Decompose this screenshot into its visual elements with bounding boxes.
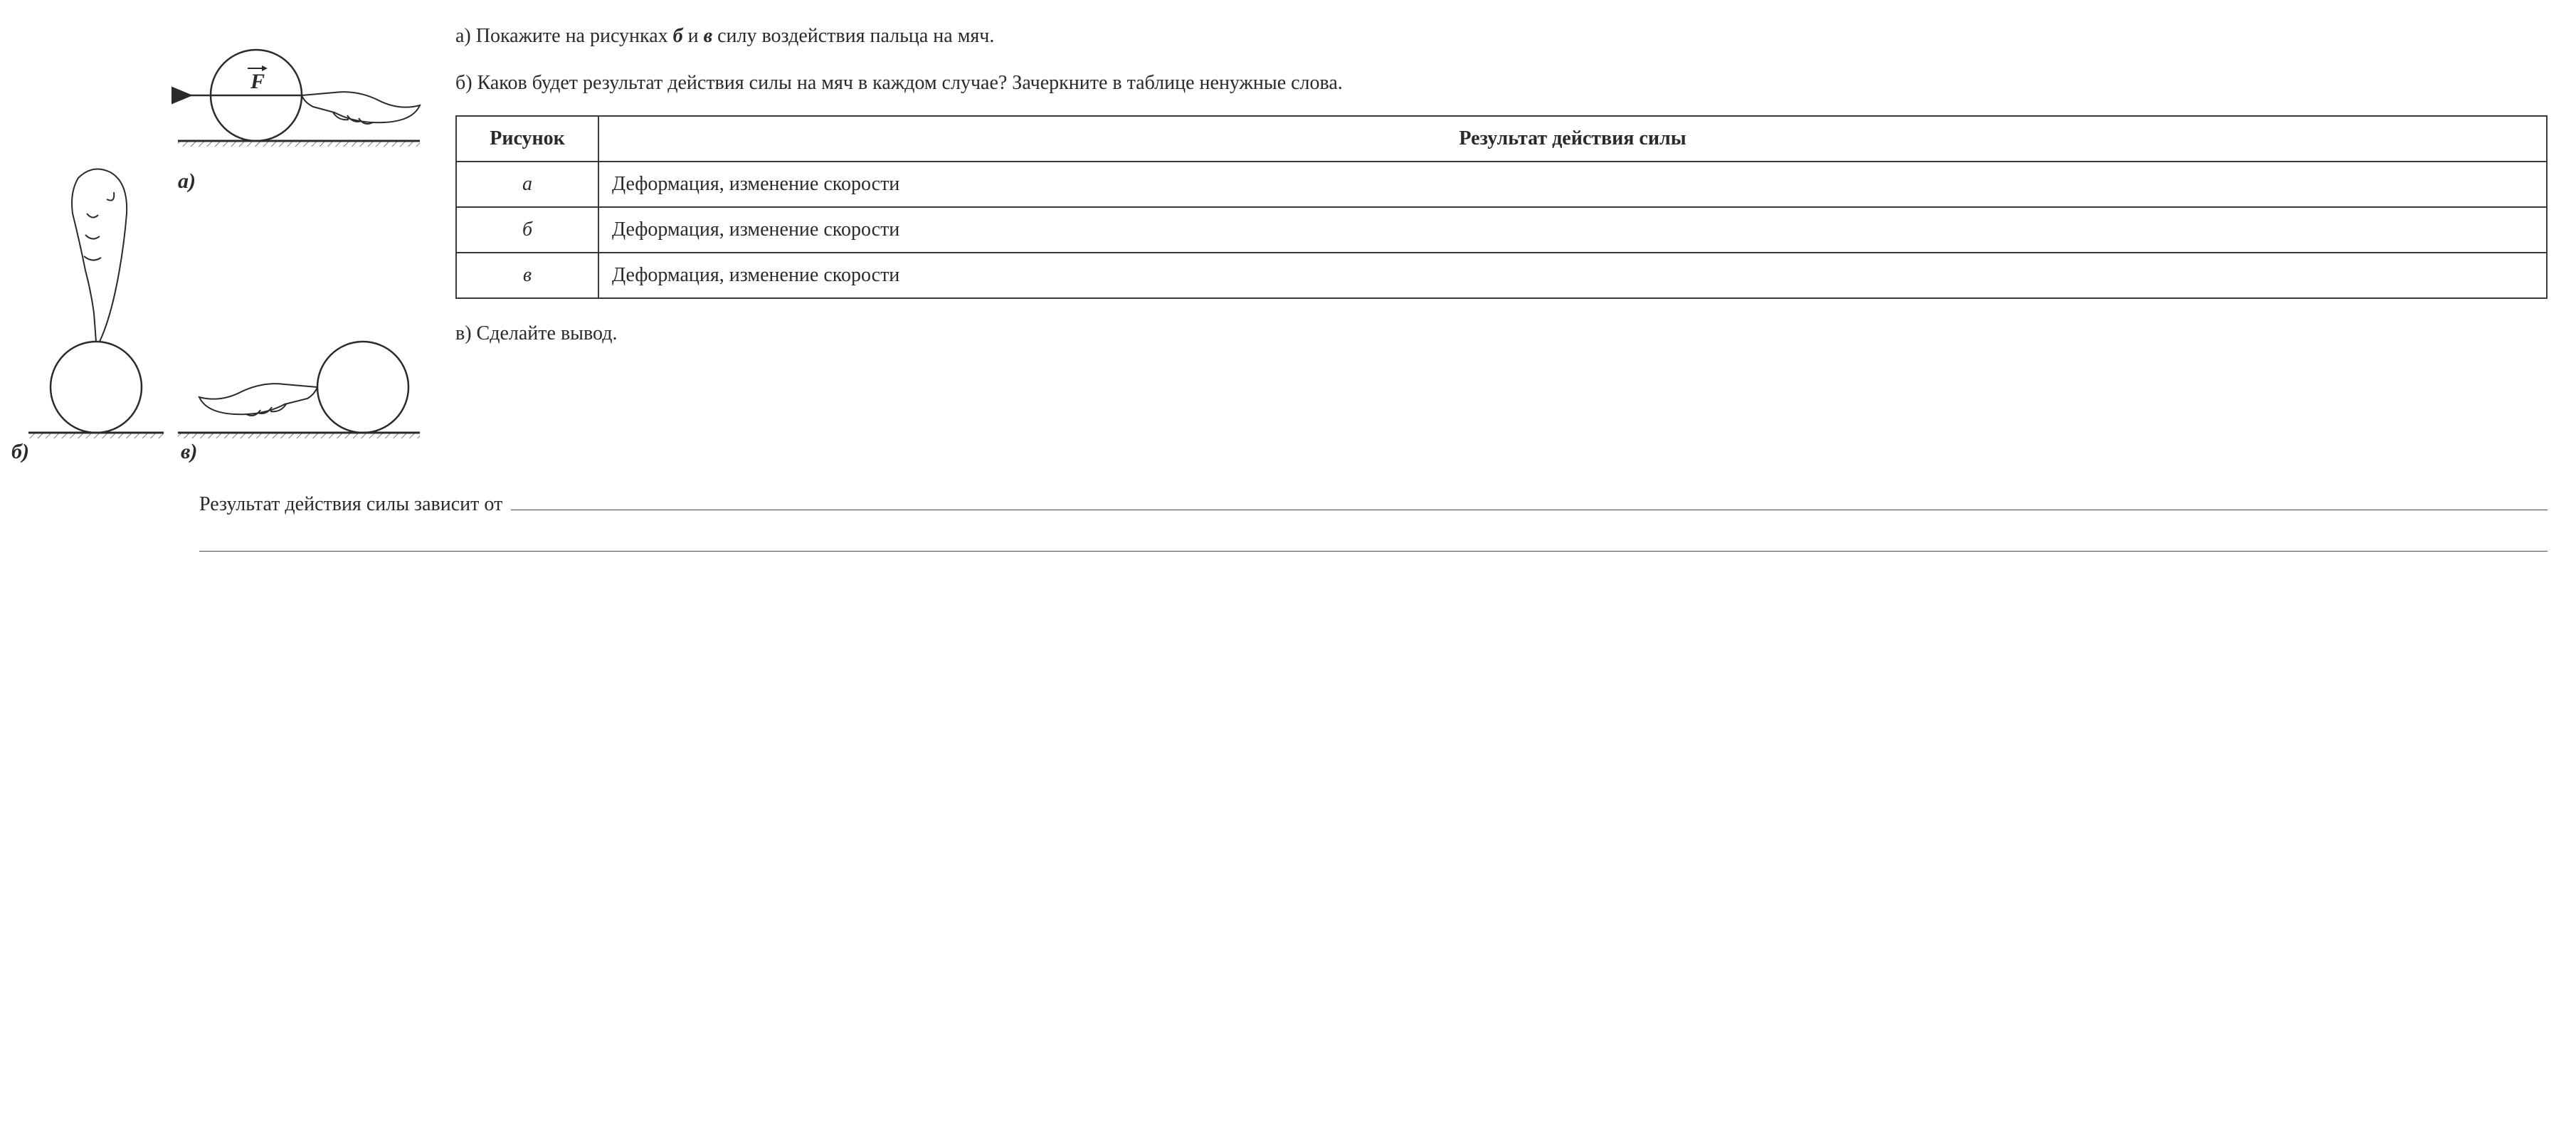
table-row: в Деформация, изменение скорости <box>456 253 2547 298</box>
conclusion-prefix: Результат действия силы зависит от <box>199 490 502 520</box>
table-cell-fig: б <box>456 207 598 253</box>
table-cell-fig: в <box>456 253 598 298</box>
table-header-figure: Рисунок <box>456 116 598 162</box>
question-a-and: и <box>683 25 704 47</box>
conclusion-blank-1[interactable] <box>511 486 2548 510</box>
conclusion-blank-2[interactable] <box>199 551 2548 552</box>
table-row: а Деформация, изменение скорости <box>456 162 2547 207</box>
diagram-panel: F <box>28 21 427 472</box>
hand-icon-a <box>302 92 420 124</box>
physics-diagrams-svg: F <box>28 21 427 463</box>
diagram-label-b: б) <box>11 436 29 468</box>
question-a-rest: силу воздействия пальца на мяч. <box>712 25 994 47</box>
table-cell-result: Деформация, изменение скорости <box>598 162 2547 207</box>
results-table: Рисунок Результат действия силы а Деформ… <box>455 115 2548 299</box>
diagram-v <box>178 342 420 438</box>
table-cell-result: Деформация, изменение скорости <box>598 253 2547 298</box>
table-header-row: Рисунок Результат действия силы <box>456 116 2547 162</box>
text-content: а) Покажите на рисунках б и в силу возде… <box>455 21 2548 366</box>
conclusion-area: Результат действия силы зависит от <box>28 486 2548 552</box>
diagram-b <box>28 169 164 439</box>
table-cell-fig: а <box>456 162 598 207</box>
question-b: б) Каков будет результат действия силы н… <box>455 68 2548 98</box>
table-cell-result: Деформация, изменение скорости <box>598 207 2547 253</box>
question-a-ref-v: в <box>704 25 713 47</box>
diagram-a: F <box>178 50 420 147</box>
hand-icon-b <box>72 169 127 342</box>
question-a-ref-b: б <box>673 25 683 47</box>
force-label-text: F <box>250 70 265 93</box>
table-header-result: Результат действия силы <box>598 116 2547 162</box>
diagram-label-v: в) <box>181 436 197 468</box>
question-a: а) Покажите на рисунках б и в силу возде… <box>455 21 2548 51</box>
question-c: в) Сделайте вывод. <box>455 319 2548 349</box>
diagram-label-a: а) <box>178 165 196 197</box>
question-a-prefix: а) Покажите на рисунках <box>455 25 673 47</box>
hand-icon-v <box>199 384 317 416</box>
table-row: б Деформация, изменение скорости <box>456 207 2547 253</box>
